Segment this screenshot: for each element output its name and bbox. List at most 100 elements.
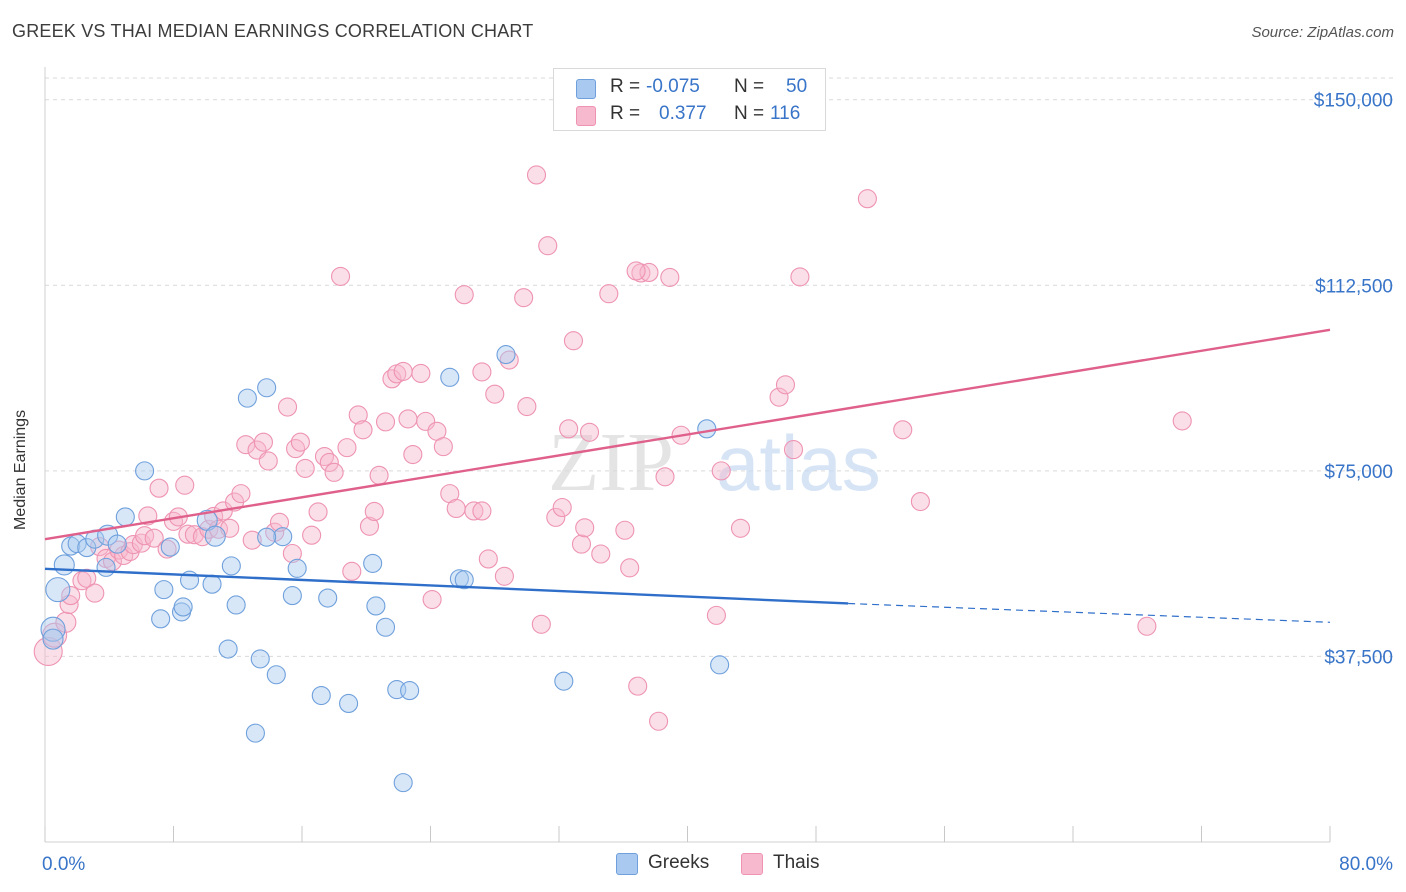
greeks-point-10 xyxy=(107,534,127,554)
thais-point-73 xyxy=(464,501,484,521)
greeks-point-48 xyxy=(710,655,730,675)
x-tick-label-min: 0.0% xyxy=(42,854,85,875)
greeks-legend-label: Greeks xyxy=(648,852,710,873)
thais-point-2 xyxy=(55,611,77,633)
thais-point-7 xyxy=(85,583,105,603)
thais-point-111 xyxy=(1137,616,1157,636)
thais-point-104 xyxy=(769,387,789,407)
thais-point-71 xyxy=(446,498,466,519)
thais-legend-swatch xyxy=(741,853,763,875)
greeks-point-40 xyxy=(393,773,413,793)
thais-point-25 xyxy=(184,525,204,545)
greeks-point-33 xyxy=(311,685,331,706)
x-tick-labels: 0.0% 80.0% xyxy=(42,854,1393,875)
greeks-point-14 xyxy=(154,580,174,600)
greeks-point-3 xyxy=(53,554,75,576)
thais-point-23 xyxy=(175,475,195,495)
greeks-point-27 xyxy=(250,649,270,669)
thais-point-27 xyxy=(199,519,219,539)
thais-point-46 xyxy=(302,525,322,545)
thais-point-94 xyxy=(620,558,640,578)
greeks-legend-swatch xyxy=(616,853,638,875)
r-value-greeks: -0.075 xyxy=(646,76,700,97)
greeks-points xyxy=(40,345,730,793)
greeks-point-38 xyxy=(375,617,396,637)
thais-point-47 xyxy=(308,502,328,522)
thais-point-59 xyxy=(375,412,396,432)
thais-point-62 xyxy=(393,361,413,381)
greeks-point-21 xyxy=(204,525,226,547)
r-label: R = xyxy=(610,103,641,124)
greeks-point-49 xyxy=(257,527,277,547)
thais-legend-label: Thais xyxy=(773,852,820,873)
thais-point-77 xyxy=(494,566,514,586)
greeks-point-30 xyxy=(273,527,293,547)
greeks-point-24 xyxy=(226,595,246,615)
thais-point-33 xyxy=(231,484,251,504)
thais-point-114 xyxy=(626,261,646,281)
thais-point-79 xyxy=(514,288,534,308)
thais-point-64 xyxy=(403,444,423,465)
greeks-point-31 xyxy=(282,586,302,606)
thais-point-24 xyxy=(178,524,198,544)
greeks-point-13 xyxy=(151,609,171,629)
greeks-point-1 xyxy=(42,628,64,650)
greeks-point-26 xyxy=(245,723,265,743)
thais-point-58 xyxy=(369,465,389,485)
thais-point-17 xyxy=(138,506,158,526)
thais-swatch xyxy=(576,106,596,126)
thais-point-76 xyxy=(485,384,505,404)
thais-point-103 xyxy=(730,518,751,538)
r-label: R = xyxy=(610,76,641,97)
thais-point-41 xyxy=(277,397,298,417)
greeks-point-32 xyxy=(287,558,307,578)
watermark: ZIP atlas xyxy=(548,416,881,509)
thais-point-55 xyxy=(353,420,373,440)
greeks-point-25 xyxy=(237,388,257,408)
thais-point-53 xyxy=(342,561,362,581)
thais-point-49 xyxy=(319,452,339,473)
thais-point-85 xyxy=(552,497,572,518)
greeks-point-17 xyxy=(173,597,193,617)
thais-point-105 xyxy=(775,375,796,395)
thais-point-51 xyxy=(330,266,351,286)
thais-point-90 xyxy=(579,422,600,442)
thais-point-78 xyxy=(499,350,519,370)
thais-point-107 xyxy=(790,267,810,287)
thais-point-6 xyxy=(77,568,97,588)
thais-point-37 xyxy=(253,432,274,452)
greeks-point-41 xyxy=(400,681,420,701)
thais-point-63 xyxy=(398,409,418,429)
thais-point-75 xyxy=(478,549,498,569)
greeks-point-34 xyxy=(318,588,338,608)
thais-point-83 xyxy=(538,236,558,256)
greeks-point-28 xyxy=(257,378,277,398)
greeks-point-35 xyxy=(339,693,359,713)
greeks-point-44 xyxy=(454,570,474,590)
greeks-point-2 xyxy=(45,577,71,603)
y-tick-labels: $37,500 $75,000 $112,500 $150,000 xyxy=(1314,91,1393,669)
y-axis-label: Median Earnings xyxy=(12,409,29,530)
thais-point-106 xyxy=(783,440,804,460)
greeks-point-15 xyxy=(160,537,180,557)
watermark-atlas: atlas xyxy=(716,419,881,507)
thais-point-20 xyxy=(157,539,177,559)
thais-point-88 xyxy=(571,534,592,554)
thais-point-57 xyxy=(364,501,384,521)
y-tick-label-2: $112,500 xyxy=(1315,276,1393,297)
thais-point-91 xyxy=(591,544,611,564)
n-value-thais: 116 xyxy=(770,103,801,124)
n-label: N = xyxy=(734,76,765,97)
thais-point-92 xyxy=(599,284,619,304)
greeks-point-22 xyxy=(218,639,238,659)
greeks-point-20 xyxy=(202,574,222,594)
thais-point-18 xyxy=(144,528,164,548)
thais-point-100 xyxy=(660,267,680,287)
thais-point-113 xyxy=(711,461,731,481)
thais-point-112 xyxy=(1172,411,1192,431)
thais-point-38 xyxy=(258,451,278,471)
greeks-point-37 xyxy=(366,596,386,616)
greeks-point-11 xyxy=(115,507,135,527)
greeks-trend-extension xyxy=(848,602,1331,623)
r-value-thais: 0.377 xyxy=(659,103,707,124)
